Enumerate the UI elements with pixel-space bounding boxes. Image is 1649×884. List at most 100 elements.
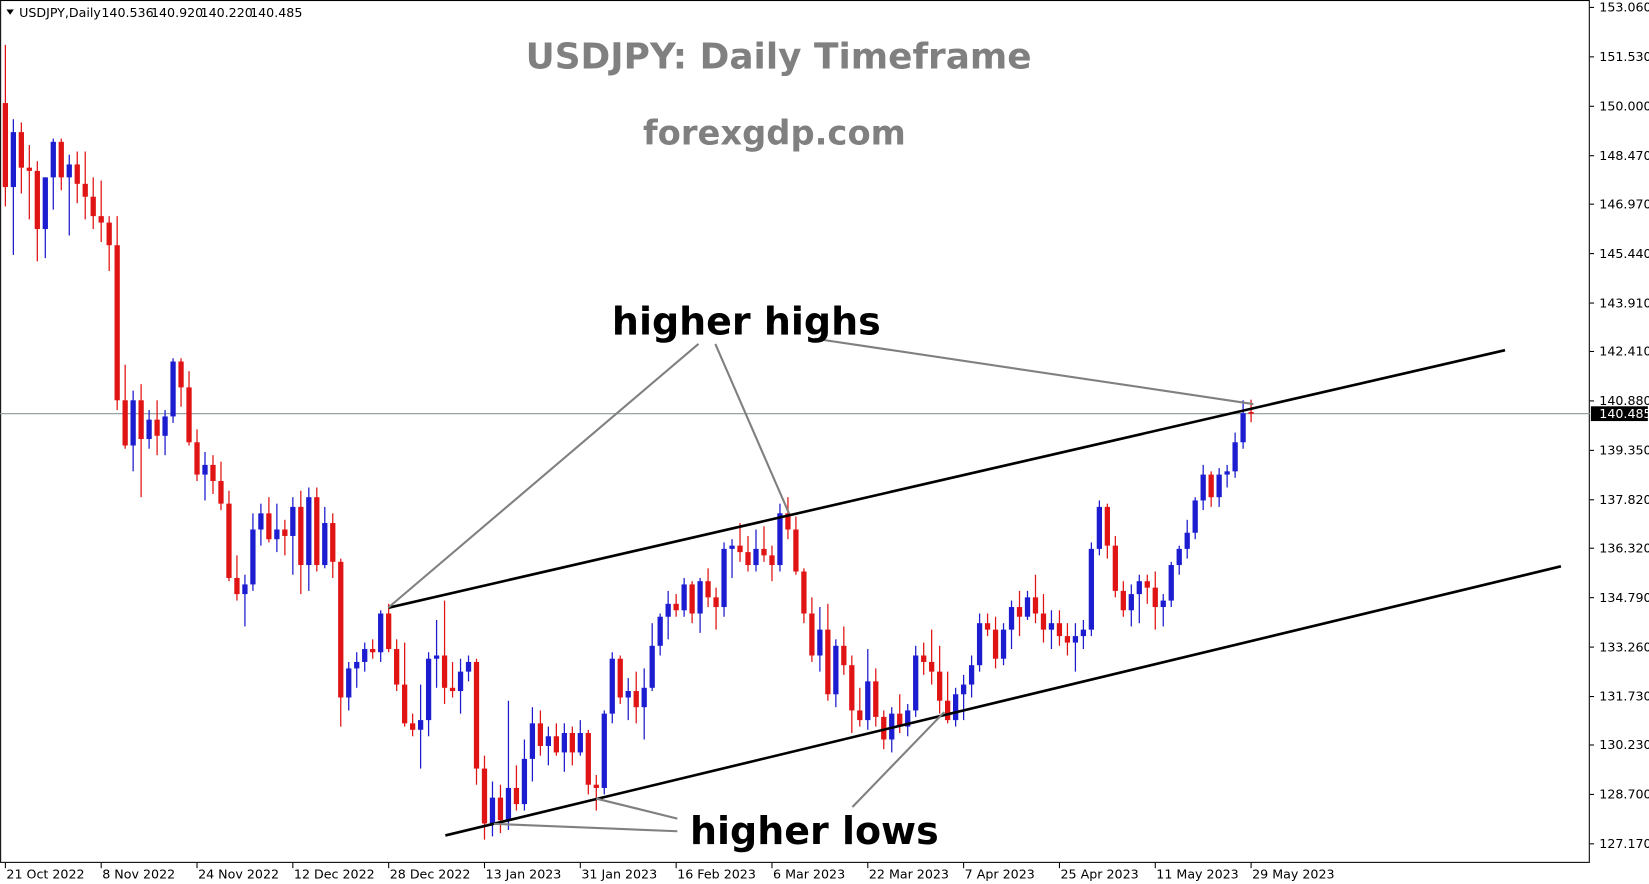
candle-body [1152, 587, 1158, 608]
candle-body [226, 503, 232, 578]
candle-body [322, 523, 328, 566]
candle-body [681, 584, 687, 611]
ohlc-low: 140.220 [201, 5, 253, 20]
trendline [445, 565, 1562, 837]
y-tick-label: 148.470 [1599, 148, 1649, 163]
candle-body [242, 584, 248, 595]
candle-body [1096, 506, 1103, 549]
candle-body [338, 561, 344, 698]
candle-body [1200, 474, 1206, 501]
candle-body [857, 710, 863, 721]
candle-body [1128, 594, 1134, 611]
candle-body [1216, 474, 1222, 498]
candle-body [737, 545, 743, 553]
y-tick-label: 151.530 [1599, 49, 1649, 64]
last-price-label: 140.485 [1599, 406, 1649, 421]
y-tick-label: 145.440 [1599, 246, 1649, 261]
candle-body [1176, 548, 1182, 566]
candle-body [625, 691, 631, 698]
candle-body [146, 419, 152, 440]
x-tick-label: 16 Feb 2023 [677, 867, 756, 882]
y-tick-label: 142.410 [1599, 344, 1649, 359]
candle-body [1000, 629, 1007, 659]
x-tick-label: 25 Apr 2023 [1060, 867, 1138, 882]
ohlc-open: 140.536 [101, 5, 153, 20]
candle-body [282, 529, 288, 536]
y-tick-label: 137.820 [1599, 492, 1649, 507]
symbol: USDJPY,Daily [19, 5, 101, 20]
candle-body [1016, 607, 1023, 617]
candle-body [809, 613, 815, 656]
candle-body [761, 548, 767, 556]
candle-body [881, 716, 887, 740]
candle-body [497, 797, 504, 821]
candle-body [1136, 581, 1142, 595]
candle-body [505, 787, 512, 821]
x-tick-label: 11 May 2023 [1156, 867, 1238, 882]
candle-body [378, 613, 384, 653]
y-tick-label: 150.000 [1599, 99, 1649, 114]
candle-body [849, 665, 855, 711]
candle-body [753, 548, 759, 566]
candle-body [1088, 548, 1095, 630]
candle-body [585, 733, 591, 785]
candle-body [98, 216, 104, 223]
candle-body [210, 464, 216, 482]
candle-body [945, 700, 951, 721]
candle-body [90, 196, 96, 217]
candle-body [346, 668, 352, 698]
x-tick-label: 22 Mar 2023 [869, 867, 949, 882]
candle-body [841, 645, 847, 666]
arrow [714, 343, 791, 515]
candle-body [202, 464, 208, 475]
candle-body [162, 416, 168, 436]
candle-body [1160, 600, 1166, 608]
candle-body [657, 616, 663, 646]
candle-body [1072, 636, 1079, 643]
candle-body [545, 736, 552, 746]
candle-body [801, 571, 807, 614]
candle-body [745, 552, 751, 566]
candle-body [186, 387, 192, 443]
arrow [814, 337, 1254, 406]
candle-body [984, 623, 991, 630]
candle-body [449, 687, 456, 692]
candle-body [833, 645, 839, 695]
arrow [851, 711, 945, 808]
y-tick-label: 130.230 [1599, 737, 1649, 752]
candle-body [649, 645, 655, 688]
candle-body [529, 723, 536, 759]
candle-body [1064, 636, 1071, 643]
candle-body [1120, 590, 1126, 611]
x-tick-label: 7 Apr 2023 [965, 867, 1035, 882]
candle-body [577, 733, 583, 753]
x-tick-label: 31 Jan 2023 [581, 867, 657, 882]
candle-body [58, 141, 64, 178]
candle-body [66, 164, 72, 178]
menu-arrow[interactable] [6, 9, 14, 15]
candle-body [194, 442, 200, 475]
candle-body [1008, 607, 1015, 630]
candle-body [266, 513, 272, 540]
y-tick-label: 153.060 [1599, 0, 1649, 15]
candle-body [817, 629, 823, 656]
arrow [595, 797, 678, 820]
candle-body [154, 419, 160, 436]
candle-body [777, 513, 783, 566]
candle-body [865, 681, 871, 721]
candle-body [138, 400, 144, 440]
annotation-arrows [387, 337, 1254, 833]
ohlc-high: 140.920 [151, 5, 203, 20]
candle-body [1032, 597, 1039, 614]
candle-body [1048, 623, 1055, 630]
candle-body [513, 787, 520, 805]
candle-body [665, 603, 671, 617]
candle-body [689, 584, 695, 614]
candle-body [2, 103, 9, 188]
candle-body [561, 733, 567, 753]
candle-body [218, 481, 224, 504]
x-tick-label: 24 Nov 2022 [198, 867, 279, 882]
y-tick-label: 133.260 [1599, 639, 1649, 654]
candle-body [1208, 474, 1214, 498]
candle-body [130, 400, 136, 446]
